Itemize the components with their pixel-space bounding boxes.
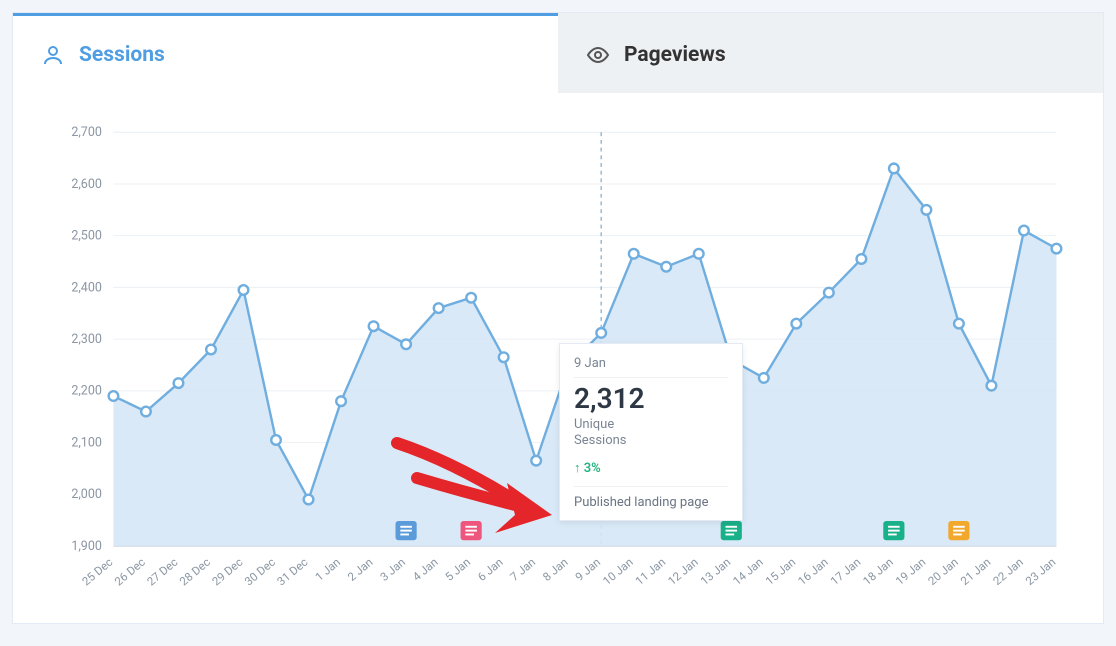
svg-text:25 Dec: 25 Dec [79,555,115,589]
svg-text:2,400: 2,400 [71,280,102,295]
metric-tabs: Sessions Pageviews [13,13,1103,93]
sessions-chart: 1,900 2,000 2,100 2,200 2,300 2,400 2,500 2,600… [13,93,1103,623]
svg-text:2,100: 2,100 [71,435,102,450]
svg-text:1,900: 1,900 [71,539,102,554]
svg-text:14 Jan: 14 Jan [730,555,766,588]
tooltip-delta: ↑ 3% [574,460,728,487]
person-icon [41,43,65,67]
svg-text:31 Dec: 31 Dec [274,555,310,589]
svg-text:28 Dec: 28 Dec [177,555,213,589]
svg-text:21 Jan: 21 Jan [958,555,994,588]
svg-text:2 Jan: 2 Jan [345,555,376,584]
svg-text:6 Jan: 6 Jan [475,555,506,584]
svg-text:5 Jan: 5 Jan [442,555,473,584]
svg-text:4 Jan: 4 Jan [410,555,441,584]
svg-text:2,700: 2,700 [71,125,102,140]
svg-text:19 Jan: 19 Jan [893,555,929,588]
svg-text:22 Jan: 22 Jan [990,555,1026,588]
svg-text:2,600: 2,600 [71,177,102,192]
svg-text:27 Dec: 27 Dec [144,555,180,589]
eye-icon [586,43,610,67]
svg-text:30 Dec: 30 Dec [242,555,278,589]
analytics-panel: Sessions Pageviews 1,900 2,000 2,100 2,200 2… [12,12,1104,624]
svg-text:2,200: 2,200 [71,384,102,399]
svg-text:2,500: 2,500 [71,229,102,244]
svg-text:7 Jan: 7 Jan [507,555,538,584]
up-arrow-icon: ↑ [574,461,581,476]
tooltip-metric: Unique Sessions [574,417,728,450]
tooltip-date: 9 Jan [574,356,728,378]
tab-pageviews[interactable]: Pageviews [558,13,1103,93]
svg-text:2,000: 2,000 [71,487,102,502]
svg-text:18 Jan: 18 Jan [860,555,896,588]
svg-text:3 Jan: 3 Jan [377,555,408,584]
tooltip-note: Published landing page [574,495,728,510]
chart-tooltip: 9 Jan 2,312 Unique Sessions ↑ 3% Publish… [559,343,743,521]
svg-text:8 Jan: 8 Jan [540,555,571,584]
tab-pageviews-label: Pageviews [624,43,726,67]
tab-sessions[interactable]: Sessions [13,13,558,93]
svg-text:11 Jan: 11 Jan [632,555,668,588]
svg-text:10 Jan: 10 Jan [600,555,636,588]
svg-text:20 Jan: 20 Jan [925,555,961,588]
svg-text:17 Jan: 17 Jan [828,555,864,588]
svg-text:1 Jan: 1 Jan [312,555,343,584]
svg-text:12 Jan: 12 Jan [665,555,701,588]
svg-text:9 Jan: 9 Jan [572,555,603,584]
svg-text:23 Jan: 23 Jan [1023,555,1059,588]
tab-sessions-label: Sessions [79,43,165,67]
svg-text:13 Jan: 13 Jan [698,555,734,588]
svg-text:15 Jan: 15 Jan [763,555,799,588]
svg-text:16 Jan: 16 Jan [795,555,831,588]
svg-text:29 Dec: 29 Dec [209,555,245,589]
svg-text:2,300: 2,300 [71,332,102,347]
svg-text:26 Dec: 26 Dec [112,555,148,589]
tooltip-value: 2,312 [574,382,728,415]
chart-svg: 1,900 2,000 2,100 2,200 2,300 2,400 2,500 2,600… [19,113,1097,623]
